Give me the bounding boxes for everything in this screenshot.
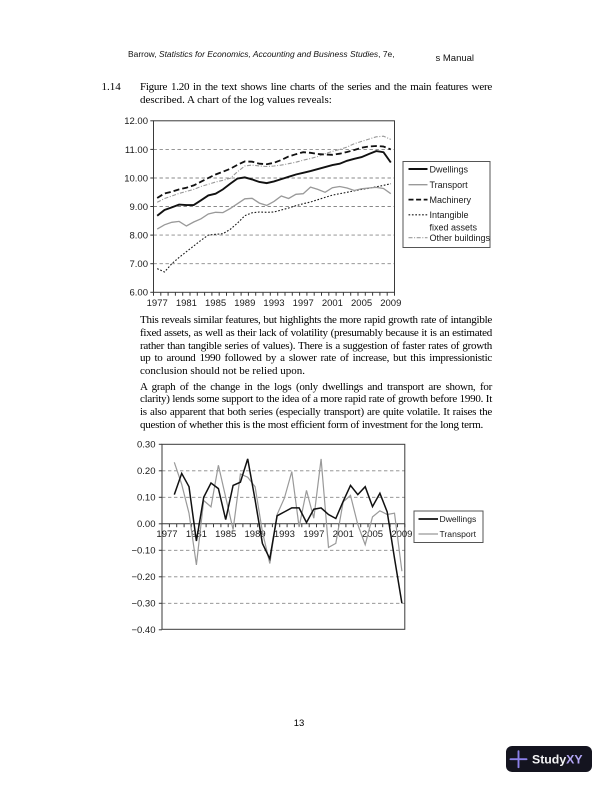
svg-text:Dwellings: Dwellings [430, 164, 469, 174]
svg-text:Dwellings: Dwellings [440, 514, 477, 524]
svg-text:Other buildings: Other buildings [430, 233, 491, 243]
svg-text:0.20: 0.20 [137, 466, 156, 477]
svg-text:11.00: 11.00 [125, 145, 148, 156]
svg-text:2009: 2009 [380, 298, 401, 309]
svg-text:1997: 1997 [293, 298, 314, 309]
svg-text:Intangible: Intangible [430, 210, 469, 220]
svg-text:2009: 2009 [391, 529, 412, 540]
svg-text:2005: 2005 [351, 298, 372, 309]
svg-text:Transport: Transport [430, 180, 469, 190]
svg-text:1981: 1981 [186, 529, 207, 540]
svg-text:1989: 1989 [245, 529, 266, 540]
svg-text:0.00: 0.00 [137, 519, 156, 530]
svg-text:8.00: 8.00 [130, 231, 149, 242]
svg-text:0.30: 0.30 [137, 440, 156, 451]
svg-text:1989: 1989 [234, 298, 255, 309]
svg-text:−0.40: −0.40 [131, 625, 155, 636]
svg-text:−0.30: −0.30 [131, 599, 155, 610]
svg-text:2001: 2001 [322, 298, 343, 309]
svg-text:1993: 1993 [263, 298, 284, 309]
svg-text:6.00: 6.00 [130, 288, 149, 299]
svg-text:1985: 1985 [205, 298, 226, 309]
svg-text:2005: 2005 [362, 529, 383, 540]
svg-text:1997: 1997 [303, 529, 324, 540]
svg-text:0.10: 0.10 [137, 493, 156, 504]
svg-text:−0.10: −0.10 [131, 546, 155, 557]
svg-text:1977: 1977 [147, 298, 168, 309]
svg-text:1981: 1981 [176, 298, 197, 309]
svg-text:Machinery: Machinery [430, 195, 472, 205]
svg-text:−0.20: −0.20 [131, 572, 155, 583]
svg-text:7.00: 7.00 [130, 259, 149, 270]
svg-text:1977: 1977 [156, 529, 177, 540]
svg-text:Transport: Transport [440, 529, 477, 539]
svg-text:1993: 1993 [274, 529, 295, 540]
svg-text:12.00: 12.00 [124, 116, 148, 127]
svg-text:9.00: 9.00 [130, 202, 149, 213]
svg-text:fixed assets: fixed assets [430, 223, 478, 233]
svg-text:StudyXY: StudyXY [532, 753, 583, 767]
svg-text:10.00: 10.00 [124, 173, 148, 184]
svg-text:1985: 1985 [215, 529, 236, 540]
svg-text:2001: 2001 [333, 529, 354, 540]
